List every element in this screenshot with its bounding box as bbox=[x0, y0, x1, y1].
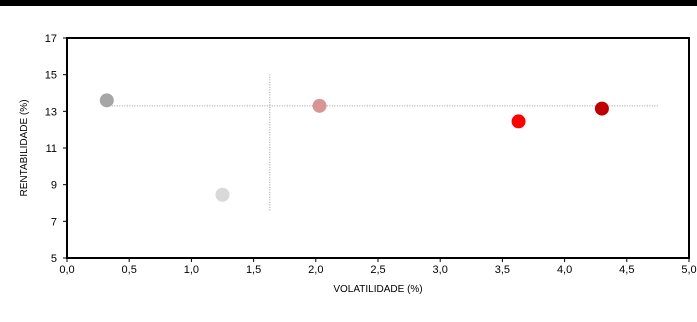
x-tick-label: 0,5 bbox=[122, 264, 137, 276]
x-tick-label: 2,5 bbox=[370, 264, 385, 276]
top-rule bbox=[0, 0, 697, 6]
x-tick-label: 3,0 bbox=[433, 264, 448, 276]
plot-area bbox=[66, 37, 690, 259]
y-tick-label: 15 bbox=[45, 70, 57, 82]
x-tick-label: 4,0 bbox=[557, 264, 572, 276]
y-axis-title: RENTABILIDADE (%) bbox=[19, 99, 30, 196]
y-tick-label: 5 bbox=[51, 253, 57, 265]
data-point bbox=[312, 98, 327, 113]
y-tick-label: 13 bbox=[45, 106, 57, 118]
data-point bbox=[511, 114, 526, 129]
y-tick-label: 11 bbox=[46, 143, 57, 155]
y-tick-label: 17 bbox=[45, 33, 57, 45]
x-tick-label: 3,5 bbox=[495, 264, 510, 276]
data-point bbox=[594, 101, 609, 116]
x-tick-label: 1,0 bbox=[184, 264, 199, 276]
data-point bbox=[215, 187, 230, 202]
data-point bbox=[99, 93, 114, 108]
x-tick-label: 0,0 bbox=[59, 264, 74, 276]
x-tick-label: 2,0 bbox=[308, 264, 323, 276]
y-tick-label: 9 bbox=[51, 180, 57, 192]
x-axis-title: VOLATILIDADE (%) bbox=[333, 284, 422, 295]
x-tick-label: 1,5 bbox=[246, 264, 261, 276]
y-tick-label: 7 bbox=[51, 216, 57, 228]
x-tick-label: 4,5 bbox=[619, 264, 634, 276]
x-tick-label: 5,0 bbox=[681, 264, 696, 276]
